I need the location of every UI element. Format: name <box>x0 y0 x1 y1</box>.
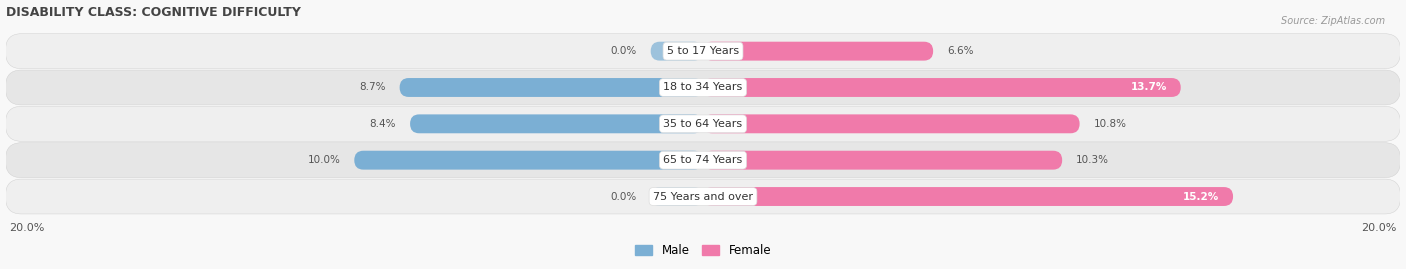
Text: 20.0%: 20.0% <box>1361 223 1398 233</box>
Text: 15.2%: 15.2% <box>1182 192 1219 201</box>
Text: 10.3%: 10.3% <box>1076 155 1109 165</box>
Text: 6.6%: 6.6% <box>948 46 973 56</box>
Text: 8.4%: 8.4% <box>370 119 396 129</box>
FancyBboxPatch shape <box>703 114 1080 133</box>
FancyBboxPatch shape <box>354 151 703 170</box>
FancyBboxPatch shape <box>6 70 1400 105</box>
FancyBboxPatch shape <box>6 34 1400 69</box>
Text: 10.8%: 10.8% <box>1094 119 1126 129</box>
FancyBboxPatch shape <box>703 187 1233 206</box>
FancyBboxPatch shape <box>651 42 703 61</box>
Text: 10.0%: 10.0% <box>308 155 340 165</box>
FancyBboxPatch shape <box>6 143 1400 178</box>
Text: Source: ZipAtlas.com: Source: ZipAtlas.com <box>1281 16 1385 26</box>
Text: 8.7%: 8.7% <box>359 83 385 93</box>
FancyBboxPatch shape <box>6 179 1400 214</box>
Text: 65 to 74 Years: 65 to 74 Years <box>664 155 742 165</box>
Text: 75 Years and over: 75 Years and over <box>652 192 754 201</box>
Text: 0.0%: 0.0% <box>610 46 637 56</box>
Text: 13.7%: 13.7% <box>1130 83 1167 93</box>
Legend: Male, Female: Male, Female <box>630 239 776 262</box>
FancyBboxPatch shape <box>703 151 1062 170</box>
Text: 20.0%: 20.0% <box>8 223 45 233</box>
Text: 18 to 34 Years: 18 to 34 Years <box>664 83 742 93</box>
FancyBboxPatch shape <box>399 78 703 97</box>
Text: 0.0%: 0.0% <box>610 192 637 201</box>
FancyBboxPatch shape <box>703 42 934 61</box>
FancyBboxPatch shape <box>651 187 703 206</box>
FancyBboxPatch shape <box>6 106 1400 141</box>
Text: DISABILITY CLASS: COGNITIVE DIFFICULTY: DISABILITY CLASS: COGNITIVE DIFFICULTY <box>6 6 301 19</box>
Text: 5 to 17 Years: 5 to 17 Years <box>666 46 740 56</box>
Text: 35 to 64 Years: 35 to 64 Years <box>664 119 742 129</box>
FancyBboxPatch shape <box>411 114 703 133</box>
FancyBboxPatch shape <box>703 78 1181 97</box>
